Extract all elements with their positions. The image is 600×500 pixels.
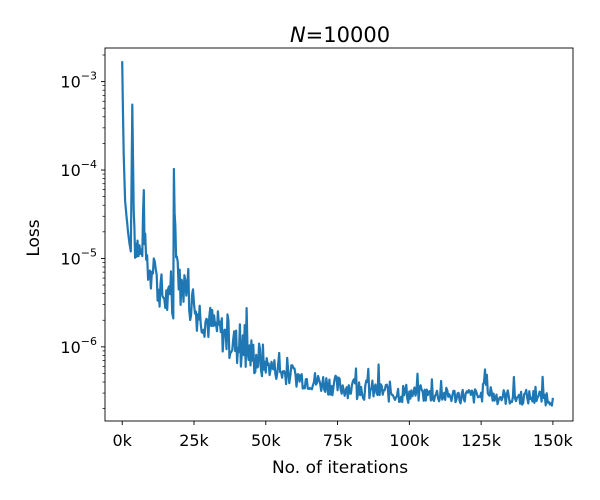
chart-title: N=10000: [290, 23, 390, 47]
y-tick-label: 10−6: [60, 335, 97, 357]
x-tick-label: 75k: [323, 431, 353, 450]
y-tick-label: 10−4: [60, 158, 97, 180]
x-tick-label: 0k: [113, 431, 133, 450]
x-axis: 0k 25k 50k 75k 100k 125k 150k: [113, 421, 574, 450]
y-tick-label: 10−3: [60, 70, 97, 92]
y-axis-label: Loss: [24, 219, 44, 256]
y-tick-label: 10−5: [60, 246, 97, 268]
series-line-loss: [121, 61, 554, 407]
title-variable: N: [290, 23, 306, 47]
x-tick-label: 150k: [533, 431, 574, 450]
title-value: =10000: [306, 23, 390, 47]
x-tick-label: 100k: [389, 431, 430, 450]
x-axis-label: No. of iterations: [272, 458, 408, 478]
x-tick-label: 25k: [179, 431, 209, 450]
y-axis: 10−6 10−5 10−4 10−3: [60, 54, 105, 410]
x-tick-label: 50k: [251, 431, 281, 450]
plot-frame: [104, 47, 574, 422]
x-tick-label: 125k: [461, 431, 502, 450]
plot-layer: [121, 61, 554, 407]
